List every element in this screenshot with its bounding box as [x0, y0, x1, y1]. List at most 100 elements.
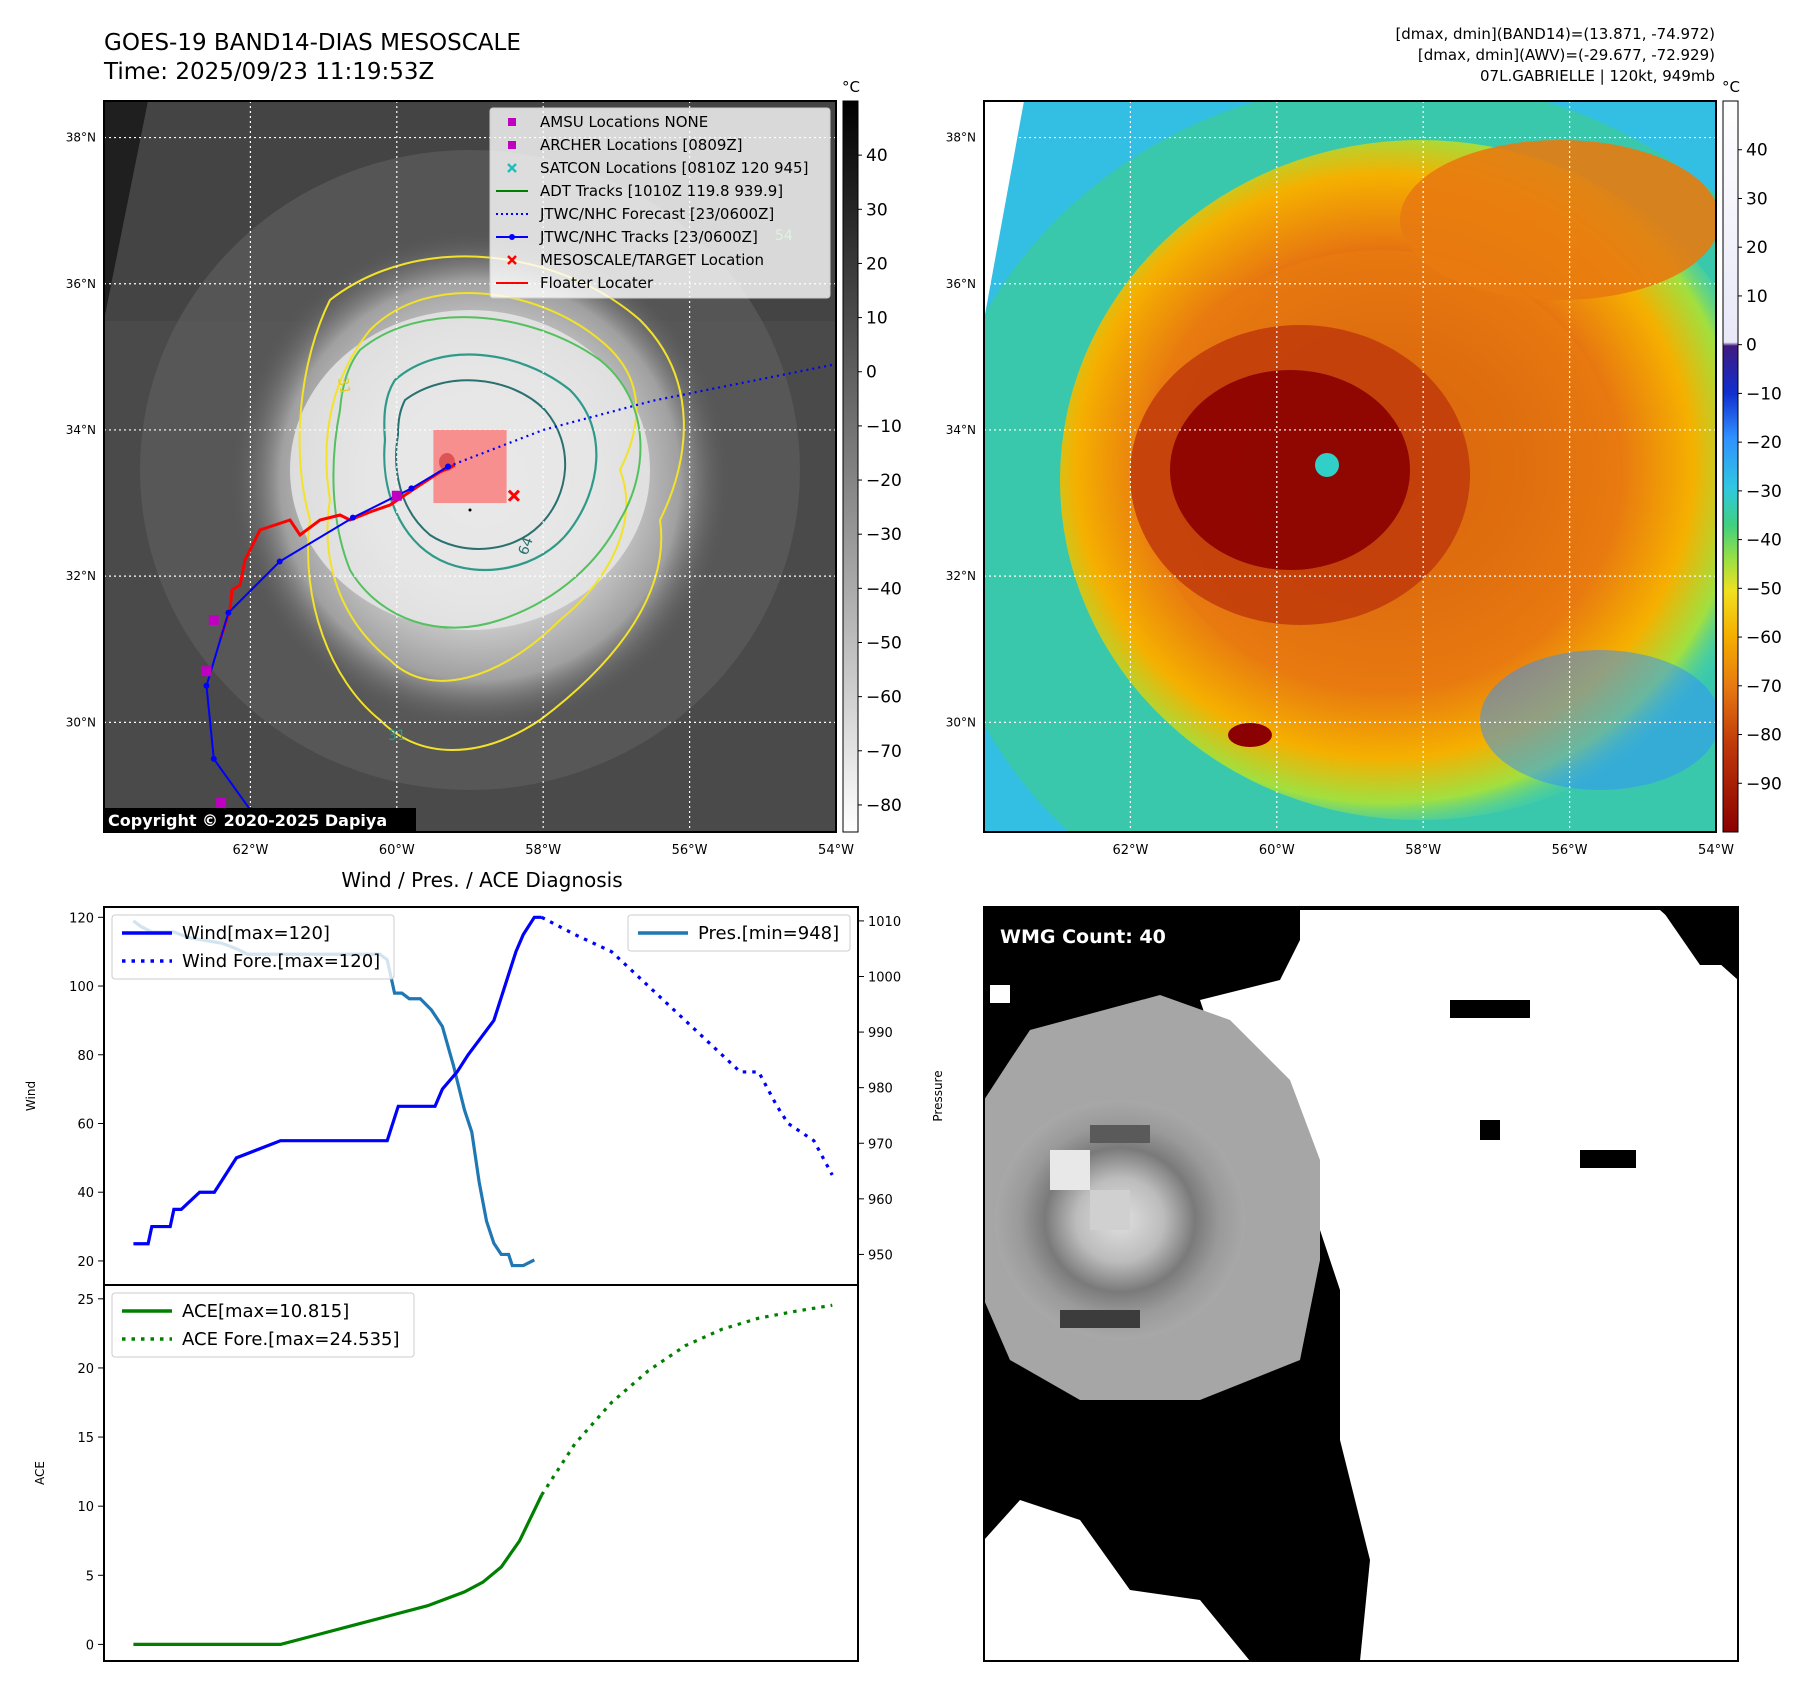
colorbar-tick-label: −70: [1746, 677, 1782, 697]
contour-label-64a: 64: [516, 535, 537, 557]
dias-map-lon-label: 62°W: [1112, 843, 1148, 858]
nhc-track-point: [203, 682, 210, 689]
colorbar-tick-label: 0: [1746, 336, 1757, 356]
ir-map-lon-label: 56°W: [672, 843, 708, 858]
dias-colorbar-unit: °C: [1722, 78, 1740, 96]
wmg-imagery: [984, 907, 1738, 1661]
dias-map-lon-label: 56°W: [1552, 843, 1588, 858]
colorbar-tick-label: −10: [866, 417, 902, 437]
archer-point: [201, 666, 212, 677]
colorbar-tick-label: −50: [1746, 579, 1782, 599]
legend-label: JTWC/NHC Forecast [23/0600Z]: [539, 205, 774, 223]
colorbar-tick-label: −20: [1746, 433, 1782, 453]
pressure-tick-label: 990: [868, 1026, 893, 1041]
copyright: Copyright © 2020-2025 Dapiya: [108, 811, 387, 830]
wind-tick-label: 40: [77, 1186, 94, 1201]
legend-entry: Floater Locater: [496, 274, 654, 292]
legend-label: ARCHER Locations [0809Z]: [540, 136, 743, 154]
ir-map-lon-label: 54°W: [818, 843, 854, 858]
dias-map-axes: 38°N 36°N 34°N 32°N 30°N 62°W 60°W 58°W 56°W 54°W: [946, 131, 1734, 858]
colorbar-tick-label: −20: [866, 471, 902, 491]
dias-map-lon-label: 54°W: [1698, 843, 1734, 858]
colorbar-tick-label: −70: [866, 742, 902, 762]
nhc-forecast-track: [447, 363, 836, 468]
archer-point: [216, 797, 227, 808]
wind-tick-label: 120: [69, 911, 94, 926]
ir-map-lon-label: 60°W: [379, 843, 415, 858]
ace-tick-label: 15: [77, 1431, 94, 1446]
pressure-tick-label: 950: [868, 1248, 893, 1263]
series-line: [540, 915, 834, 1176]
dias-colorbar: [1722, 100, 1739, 833]
colorbar-tick-label: −10: [1746, 384, 1782, 404]
dias-map-lon-label: 58°W: [1405, 843, 1441, 858]
nhc-track-point: [276, 558, 283, 565]
pressure-tick-label: 960: [868, 1193, 893, 1208]
ir-map-legend: AMSU Locations NONE ARCHER Locations [080…: [496, 113, 808, 292]
pressure-tick-label: 980: [868, 1082, 893, 1097]
dias-colorbar-ticks: 40 30 20 10 0 −10 −20 −30 −40 −50 −60 −70 −80 −90: [1738, 141, 1782, 794]
pressure-tick-label: 1000: [868, 970, 901, 985]
ace-tick-label: 10: [77, 1500, 94, 1515]
nhc-track-point: [445, 463, 452, 470]
target-marker: [507, 489, 520, 502]
dias-map-lat-label: 30°N: [946, 715, 976, 729]
wmg-panel: WMG Count: 40: [983, 906, 1739, 1662]
figure-time: Time: 2025/09/23 11:19:53Z: [103, 59, 434, 85]
colorbar-tick-label: −90: [1746, 774, 1782, 794]
ir-map-lon-label: 62°W: [232, 843, 268, 858]
legend-entry: MESOSCALE/TARGET Location: [507, 251, 764, 269]
pressure-tick-label: 1010: [868, 915, 901, 930]
diagnosis-title: Wind / Pres. / ACE Diagnosis: [341, 868, 622, 892]
legend-entry: JTWC/NHC Forecast [23/0600Z]: [496, 205, 774, 223]
wind-tick-label: 80: [77, 1049, 94, 1064]
colorbar-tick-label: −30: [1746, 482, 1782, 502]
legend-label: Pres.[min=948]: [698, 923, 839, 944]
stats-line-1: [dmax, dmin](BAND14)=(13.871, -74.972): [1395, 25, 1715, 43]
colorbar-tick-label: 0: [866, 363, 877, 383]
ace-tick-label: 25: [77, 1293, 94, 1308]
ir-map-panel: 64 54 31 31 Copyright © 2020-2025 Dapiya…: [66, 78, 902, 858]
ir-colorbar-ticks: 40 30 20 10 0 −10 −20 −30 −40 −50 −60 −70 −80: [858, 146, 902, 816]
colorbar-tick-label: 30: [866, 200, 888, 220]
legend-entry: ARCHER Locations [0809Z]: [508, 136, 743, 154]
series-line: [133, 1494, 544, 1647]
dias-map-lat-label: 34°N: [946, 423, 976, 437]
ace-tick-label: 5: [86, 1569, 94, 1584]
dias-map-lat-label: 36°N: [946, 277, 976, 291]
colorbar-tick-label: −80: [1746, 726, 1782, 746]
stats-line-2: [dmax, dmin](AWV)=(-29.677, -72.929): [1418, 46, 1715, 64]
legend-label: SATCON Locations [0810Z 120 945]: [540, 159, 808, 177]
legend-label: ACE Fore.[max=24.535]: [182, 1329, 400, 1350]
colorbar-tick-label: 40: [1746, 141, 1768, 161]
ir-colorbar: [842, 100, 859, 833]
storm-info: 07L.GABRIELLE | 120kt, 949mb: [1480, 67, 1715, 85]
legend-entry: JTWC/NHC Tracks [23/0600Z]: [496, 228, 758, 246]
dias-map-panel: 38°N 36°N 34°N 32°N 30°N 62°W 60°W 58°W 56°W 54°W…: [946, 78, 1782, 858]
ir-map-lat-label: 32°N: [66, 569, 96, 583]
wmg-count: WMG Count: 40: [1000, 926, 1166, 948]
legend-entry: SATCON Locations [0810Z 120 945]: [507, 159, 808, 177]
target-box: [433, 429, 507, 504]
nhc-track-point: [210, 755, 217, 762]
colorbar-tick-label: −60: [866, 688, 902, 708]
ir-colorbar-unit: °C: [842, 78, 860, 96]
legend-label: JTWC/NHC Tracks [23/0600Z]: [539, 228, 758, 246]
legend-label: MESOSCALE/TARGET Location: [540, 251, 764, 269]
nhc-track-point: [408, 485, 415, 492]
ace-tick-label: 0: [86, 1638, 94, 1653]
archer-point: [208, 615, 219, 626]
ir-map-lon-label: 58°W: [525, 843, 561, 858]
ace-chart: 0 5 10 15 20 25 ACE ACE[max=10.815] ACE Fore.[ma…: [33, 1292, 833, 1653]
legend-label: Floater Locater: [540, 274, 654, 292]
diagnosis-panel: Wind / Pres. / ACE Diagnosis 20406080100…: [24, 868, 945, 1662]
series-line: [540, 1303, 833, 1496]
colorbar-tick-label: 40: [866, 146, 888, 166]
archer-points: [201, 463, 452, 814]
nhc-track-point: [225, 609, 232, 616]
ir-map-lat-label: 36°N: [66, 277, 96, 291]
wind-axis-label: Wind: [24, 1081, 38, 1111]
wind-pressure-chart: 20 40 60 80 100 120 950 960 970 980 990 1000 1010 Win…: [24, 911, 945, 1270]
legend-square-icon: [508, 141, 516, 149]
